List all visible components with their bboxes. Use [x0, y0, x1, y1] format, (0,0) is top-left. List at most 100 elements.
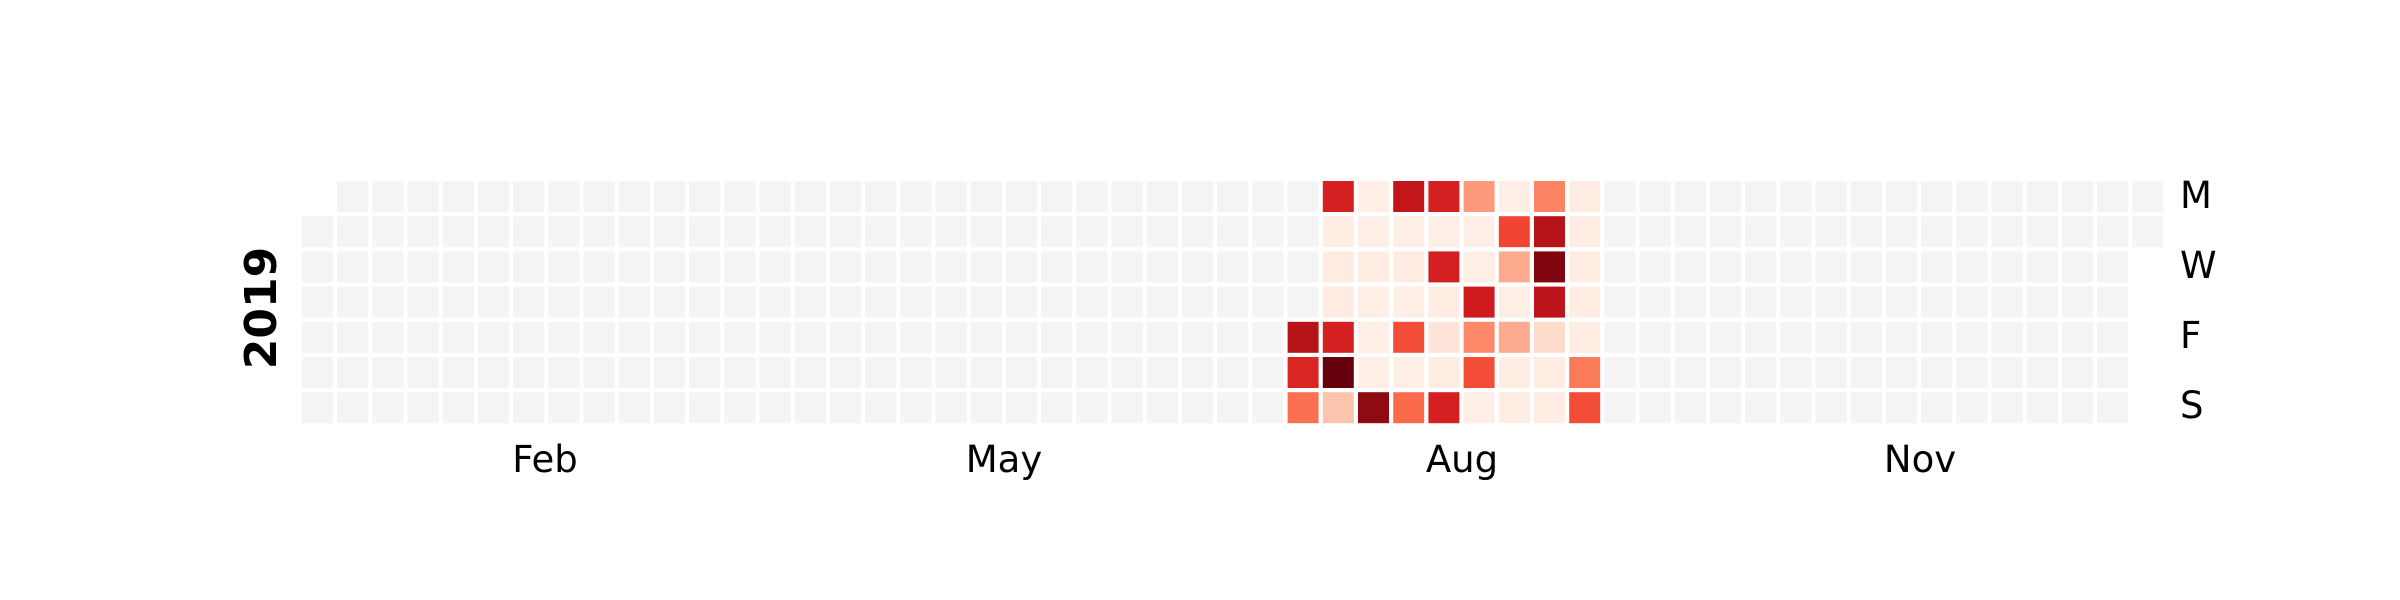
heatmap-cell-empty	[548, 392, 580, 424]
heatmap-cell-empty	[442, 392, 474, 424]
heatmap-cell-active	[1569, 181, 1601, 212]
heatmap-cell-empty	[1252, 392, 1284, 424]
heatmap-cell-empty	[970, 392, 1002, 424]
heatmap-cell-active	[1393, 216, 1425, 248]
heatmap-cell-empty	[1991, 181, 2023, 212]
heatmap-cell-empty	[1252, 216, 1284, 248]
heatmap-cell-empty	[1146, 321, 1178, 353]
heatmap-cell-empty	[337, 357, 369, 388]
heatmap-cell-active	[1322, 357, 1354, 388]
heatmap-cell-empty	[513, 216, 545, 248]
heatmap-cell-empty	[513, 392, 545, 424]
heatmap-cell-empty	[1745, 321, 1777, 353]
heatmap-cell-empty	[1710, 357, 1741, 388]
heatmap-cell-empty	[689, 181, 721, 212]
heatmap-cell-empty	[1111, 181, 1143, 212]
heatmap-cell-empty	[1182, 392, 1213, 424]
heatmap-cell-empty	[337, 181, 369, 212]
heatmap-cell-empty	[1217, 321, 1249, 353]
heatmap-cell-empty	[970, 181, 1002, 212]
heatmap-cell-empty	[1041, 251, 1073, 283]
heatmap-cell-empty	[1886, 286, 1917, 318]
heatmap-cell-empty	[372, 321, 404, 353]
heatmap-cell-empty	[302, 392, 333, 424]
heatmap-cell-empty	[337, 251, 369, 283]
heatmap-cell-empty	[1111, 216, 1143, 248]
heatmap-cell-empty	[970, 251, 1002, 283]
heatmap-cell-empty	[724, 357, 756, 388]
heatmap-cell-active	[1463, 357, 1495, 388]
heatmap-cell-empty	[1111, 286, 1143, 318]
heatmap-cell-active	[1393, 357, 1425, 388]
heatmap-cell-empty	[442, 357, 474, 388]
heatmap-cell-empty	[1780, 251, 1812, 283]
heatmap-cell-empty	[1991, 392, 2023, 424]
heatmap-cell-empty	[794, 216, 826, 248]
heatmap-cell-empty	[1006, 181, 1037, 212]
heatmap-cell-empty	[935, 251, 967, 283]
heatmap-cell-empty	[372, 181, 404, 212]
heatmap-cell-empty	[1991, 216, 2023, 248]
heatmap-cell-empty	[865, 251, 897, 283]
heatmap-cell-empty	[1921, 181, 1953, 212]
heatmap-cell-empty	[442, 286, 474, 318]
heatmap-cell-active	[1358, 357, 1389, 388]
heatmap-cell-empty	[337, 392, 369, 424]
heatmap-cell-empty	[1146, 181, 1178, 212]
heatmap-cell-active	[1463, 216, 1495, 248]
heatmap-cell-empty	[1217, 357, 1249, 388]
heatmap-cell-empty	[865, 321, 897, 353]
heatmap-cell-empty	[1815, 321, 1847, 353]
heatmap-cell-empty	[654, 321, 685, 353]
heatmap-cell-empty	[1780, 286, 1812, 318]
heatmap-cell-empty	[1710, 321, 1741, 353]
heatmap-cell-empty	[900, 286, 932, 318]
heatmap-cell-empty	[302, 251, 333, 283]
weekday-tick-labels: M W F S	[2180, 174, 2217, 427]
heatmap-cell-active	[1322, 392, 1354, 424]
heatmap-cell-empty	[1674, 216, 1706, 248]
heatmap-cell-empty	[1674, 321, 1706, 353]
heatmap-cell-empty	[1991, 251, 2023, 283]
heatmap-cell-empty	[1604, 392, 1636, 424]
heatmap-cell-empty	[1076, 181, 1108, 212]
heatmap-cell-empty	[372, 286, 404, 318]
heatmap-cell-empty	[2097, 321, 2129, 353]
heatmap-cell-empty	[1710, 286, 1741, 318]
heatmap-cell-empty	[1850, 251, 1882, 283]
heatmap-cell-empty	[1076, 286, 1108, 318]
heatmap-cell-empty	[2097, 251, 2129, 283]
heatmap-cell-empty	[1182, 357, 1213, 388]
heatmap-cell-active	[1463, 286, 1495, 318]
heatmap-cell-active	[1428, 251, 1460, 283]
x-tick-label-nov: Nov	[1884, 438, 1956, 481]
heatmap-cell-empty	[1815, 251, 1847, 283]
heatmap-cell-empty	[724, 286, 756, 318]
heatmap-cell-empty	[2132, 216, 2164, 248]
heatmap-cell-empty	[1674, 392, 1706, 424]
heatmap-cell-empty	[1956, 357, 1988, 388]
heatmap-cell-empty	[1111, 357, 1143, 388]
heatmap-cell-empty	[513, 251, 545, 283]
heatmap-cell-empty	[2097, 181, 2129, 212]
heatmap-cell-empty	[1639, 181, 1671, 212]
heatmap-cell-empty	[1287, 181, 1319, 212]
heatmap-cell-empty	[1217, 392, 1249, 424]
heatmap-cell-empty	[1991, 321, 2023, 353]
heatmap-cell-empty	[1146, 357, 1178, 388]
heatmap-cell-empty	[2062, 181, 2093, 212]
heatmap-cell-empty	[513, 181, 545, 212]
heatmap-cell-empty	[513, 286, 545, 318]
heatmap-cell-empty	[794, 181, 826, 212]
heatmap-cell-empty	[1217, 286, 1249, 318]
heatmap-cell-empty	[1287, 251, 1319, 283]
x-tick-label-feb: Feb	[512, 438, 578, 481]
heatmap-cell-empty	[1886, 392, 1917, 424]
heatmap-cell-empty	[759, 216, 791, 248]
heatmap-cell-empty	[1674, 357, 1706, 388]
heatmap-cell-empty	[1217, 251, 1249, 283]
heatmap-cell-empty	[654, 181, 685, 212]
heatmap-cell-empty	[337, 321, 369, 353]
heatmap-cell-empty	[407, 286, 439, 318]
